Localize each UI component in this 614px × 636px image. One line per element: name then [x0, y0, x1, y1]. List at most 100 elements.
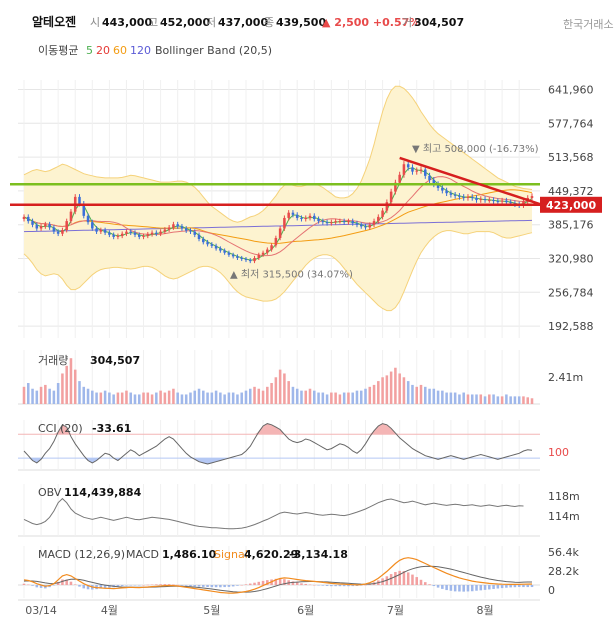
candle-body	[424, 169, 427, 176]
macd-histogram	[22, 570, 534, 592]
volume-bar	[73, 369, 77, 404]
candle-body	[458, 195, 461, 197]
macd-hist-bar	[441, 585, 444, 589]
volume-bar	[159, 390, 162, 404]
x-axis-label: 03/14	[25, 604, 57, 617]
macd-hist-bar	[133, 585, 137, 586]
volume-bar	[522, 396, 525, 404]
macd-hist-bar	[317, 585, 320, 586]
obv-title: OBV	[38, 486, 62, 499]
candle-body	[291, 212, 295, 215]
macd-hist-bar	[248, 583, 252, 585]
volume-bar	[505, 394, 508, 404]
macd-hist-bar	[99, 585, 103, 589]
candle-body	[283, 217, 286, 229]
macd-hist-bar	[223, 585, 226, 588]
volume-bar	[385, 375, 389, 404]
volume-bar	[78, 381, 81, 404]
macd-hist-bar	[82, 585, 86, 589]
candle-body	[364, 226, 367, 228]
obv-panel: OBV 114,439,884 118m 114m	[18, 484, 580, 537]
candle-body	[244, 259, 248, 261]
ma-label: 이동평균	[38, 44, 78, 57]
volume-bar	[219, 392, 222, 404]
volume-bar	[372, 384, 376, 404]
macd-hist-bar	[202, 585, 205, 587]
macd-hist-bar	[509, 585, 512, 588]
change-value: ▲ 2,500 +0.57%	[322, 16, 420, 29]
volume-bar	[402, 377, 406, 404]
macd-hist-bar	[492, 585, 495, 589]
volume-bar	[56, 383, 60, 404]
candle-body	[261, 252, 265, 255]
obv-axis-tick-1: 118m	[548, 490, 580, 503]
stock-name: 알테오젠	[32, 14, 76, 29]
volume-current: 304,507	[90, 354, 140, 367]
current-price-box	[540, 196, 602, 213]
macd-hist-bar	[321, 585, 325, 586]
macd-hist-bar	[424, 582, 427, 585]
macd-hist-bar	[274, 578, 278, 585]
macd-hist-bar	[462, 585, 465, 592]
macd-hist-bar	[466, 585, 470, 592]
candle-body	[338, 221, 342, 223]
candle-body	[202, 239, 205, 243]
volume-bar	[248, 388, 252, 404]
volume-bar	[317, 392, 320, 404]
volume-label: 거	[402, 16, 412, 29]
volume-bar	[231, 392, 235, 404]
candle-body	[219, 248, 222, 251]
candle-body	[377, 216, 380, 222]
candle-body	[56, 231, 60, 234]
volume-bar	[163, 392, 167, 404]
candle-body	[172, 224, 175, 228]
min-annotation: ▲ 최저 315,500 (34.07%)	[230, 268, 353, 280]
candle-body	[86, 215, 90, 223]
macd-hist-bar	[266, 580, 269, 585]
volume-bar	[526, 397, 530, 404]
volume-bar	[167, 390, 171, 404]
signal-line	[23, 565, 532, 593]
cci-axis-tick: 100	[548, 446, 569, 459]
candle-body	[492, 200, 495, 202]
volume-bar	[432, 388, 436, 404]
candle-body	[146, 234, 150, 236]
volume-bar	[441, 390, 444, 404]
volume-bar	[398, 373, 401, 404]
macd-hist-bar	[419, 579, 423, 585]
obv-current: 114,439,884	[64, 486, 142, 499]
candle-body	[184, 228, 188, 231]
volume-bar	[492, 394, 495, 404]
macd-hist-bar	[206, 585, 209, 588]
volume-bar	[52, 390, 56, 404]
candle-body	[381, 210, 384, 217]
macd-hist-bar	[244, 584, 248, 585]
candle-body	[449, 193, 453, 195]
volume-bar	[513, 396, 517, 404]
macd-hist-bar	[458, 585, 461, 592]
volume-bar	[466, 394, 470, 404]
volume-bar	[381, 377, 384, 404]
candle-body	[509, 202, 512, 204]
macd-hist-bar	[159, 584, 162, 585]
macd-hist-bar	[398, 570, 401, 585]
macd-hist-bar	[163, 584, 167, 585]
macd-hist-bar	[278, 578, 282, 585]
macd-hist-bar	[155, 584, 158, 585]
volume-bar	[244, 390, 248, 404]
macd-hist-bar	[52, 585, 56, 586]
high-label: 고	[148, 16, 158, 29]
volume-bar	[227, 392, 231, 404]
candle-body	[26, 216, 30, 222]
volume-bar	[377, 381, 380, 404]
macd-hist-bar	[146, 584, 150, 586]
volume-bar	[176, 392, 179, 404]
macd-hist-bar	[176, 584, 179, 586]
macd-hist-bar	[342, 585, 346, 587]
x-axis-labels: 03/14 4월 5월 6월 7월 8월	[25, 604, 493, 617]
macd-label: MACD	[126, 548, 159, 561]
macd-hist-bar	[415, 577, 419, 585]
candle-body	[61, 230, 64, 234]
price-tick-label: 641,960	[548, 83, 594, 96]
